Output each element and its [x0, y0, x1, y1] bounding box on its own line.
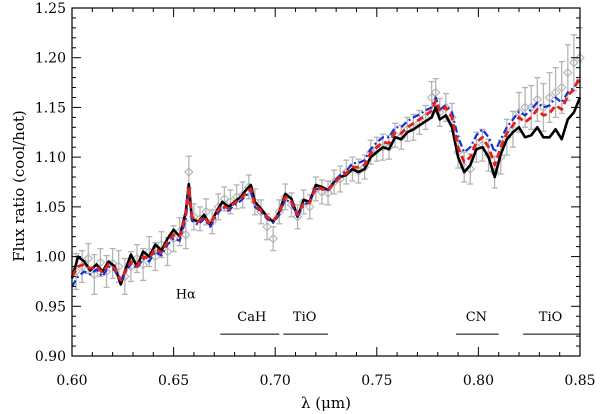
diamond-marker	[426, 92, 437, 103]
feature-label: Hα	[176, 287, 196, 302]
feature-label: CaH	[237, 310, 266, 325]
diamond-marker	[95, 257, 106, 268]
diamond-marker	[268, 233, 278, 244]
observed-point	[89, 253, 100, 296]
diamond-marker	[323, 188, 333, 198]
y-tick-label: 0.95	[35, 299, 66, 315]
model-line-dashed	[70, 75, 582, 282]
diamond-marker	[556, 82, 567, 93]
x-tick-label: 0.65	[158, 373, 189, 389]
diamond-marker	[120, 271, 130, 282]
plot-area: Hα CaH TiO CN TiO	[70, 27, 585, 335]
diamond-marker	[563, 67, 573, 78]
y-tick-label: 1.25	[35, 1, 66, 17]
diamond-marker	[262, 221, 272, 232]
observed-point	[544, 71, 555, 123]
diamond-marker	[113, 261, 124, 272]
x-tick-label: 0.60	[56, 373, 87, 389]
y-tick-label: 0.90	[35, 349, 66, 365]
x-tick-label: 0.85	[564, 373, 595, 389]
y-axis-title: Flux ratio (cool/hot)	[10, 110, 28, 262]
observed-point	[120, 257, 130, 296]
observed-point	[207, 209, 217, 235]
diamond-marker	[207, 216, 217, 227]
diamond-marker	[184, 167, 194, 177]
feature-label: TiO	[539, 310, 563, 325]
x-axis-title: λ (μm)	[301, 394, 351, 412]
diamond-marker	[162, 246, 173, 257]
diamond-marker	[544, 92, 555, 103]
observed-point	[323, 180, 333, 206]
diamond-marker	[569, 57, 579, 68]
axis-ticks: 0.60 0.65 0.70 0.75 0.80 0.85 0.90 0.95 1.00 1.05…	[35, 1, 596, 389]
y-tick-label: 1.05	[35, 200, 66, 216]
diamond-marker	[292, 212, 303, 222]
diamond-marker	[304, 202, 315, 212]
observed-point	[268, 226, 278, 252]
diamond-marker	[89, 269, 100, 280]
feature-label: CN	[466, 310, 487, 325]
observed-point	[184, 155, 194, 189]
model-line-solid	[70, 97, 582, 286]
diamond-marker	[181, 229, 191, 240]
y-tick-label: 1.20	[35, 51, 66, 67]
y-tick-label: 1.00	[35, 250, 66, 266]
plot-frame	[71, 7, 581, 357]
y-tick-label: 1.10	[35, 150, 66, 166]
y-tick-label: 1.15	[35, 100, 66, 116]
x-tick-label: 0.75	[361, 373, 392, 389]
observed-point	[532, 76, 543, 122]
observed-point	[556, 61, 567, 115]
x-tick-label: 0.80	[463, 373, 494, 389]
x-tick-label: 0.70	[260, 373, 291, 389]
diamond-marker	[447, 112, 457, 123]
diamond-marker	[83, 253, 94, 264]
feature-label: TiO	[293, 310, 317, 325]
